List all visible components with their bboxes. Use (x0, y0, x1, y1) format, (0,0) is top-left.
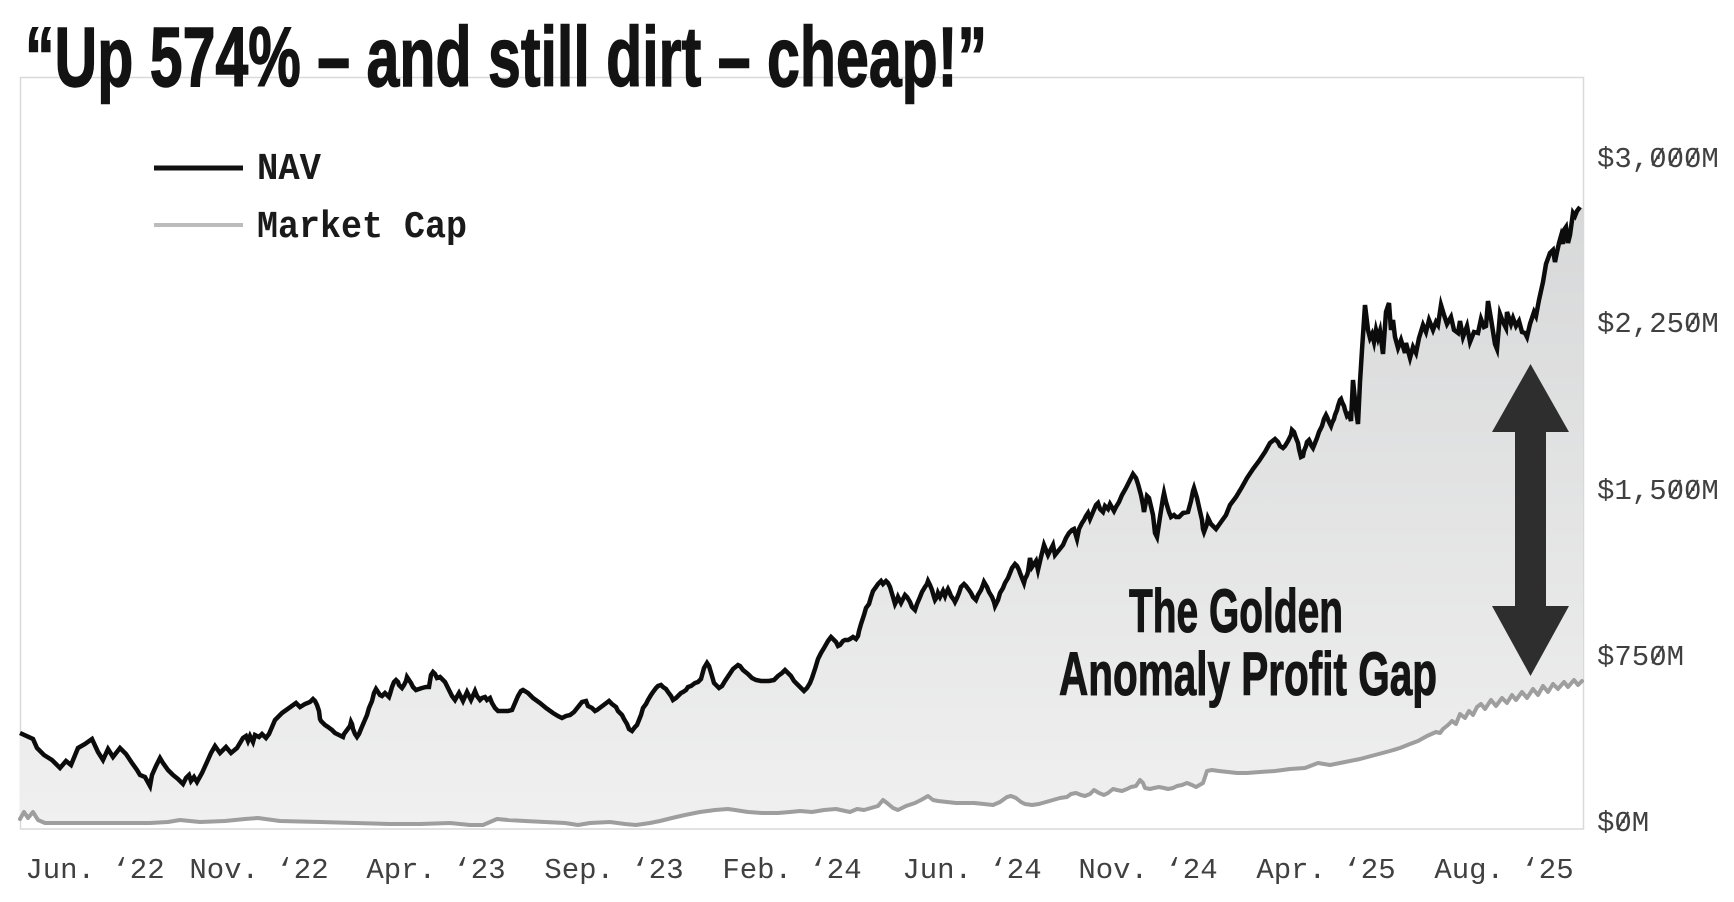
svg-text:Apr. ‘25: Apr. ‘25 (1256, 854, 1395, 887)
svg-text:Market Cap: Market Cap (257, 206, 467, 249)
svg-text:Feb. ‘24: Feb. ‘24 (722, 854, 861, 887)
svg-text:Nov. ‘24: Nov. ‘24 (1078, 854, 1217, 887)
svg-text:Sep. ‘23: Sep. ‘23 (544, 854, 683, 887)
svg-text:Apr. ‘23: Apr. ‘23 (366, 854, 505, 887)
svg-text:$3,000M: $3,000M (1597, 143, 1719, 176)
svg-text:Nov. ‘22: Nov. ‘22 (189, 854, 328, 887)
svg-text:Jun. ‘24: Jun. ‘24 (902, 854, 1041, 887)
svg-text:Aug. ‘25: Aug. ‘25 (1434, 854, 1573, 887)
svg-text:$750M: $750M (1597, 641, 1684, 674)
svg-text:“Up 574% – and still dirt – ch: “Up 574% – and still dirt – cheap!” (25, 10, 987, 104)
svg-text:$1,500M: $1,500M (1597, 475, 1719, 508)
svg-text:Anomaly Profit Gap: Anomaly Profit Gap (1059, 640, 1437, 708)
svg-text:Jun. ‘22: Jun. ‘22 (25, 854, 164, 887)
svg-text:The Golden: The Golden (1129, 577, 1343, 645)
svg-text:$2,250M: $2,250M (1597, 308, 1719, 341)
svg-text:NAV: NAV (257, 148, 321, 191)
svg-text:$0M: $0M (1597, 807, 1649, 840)
